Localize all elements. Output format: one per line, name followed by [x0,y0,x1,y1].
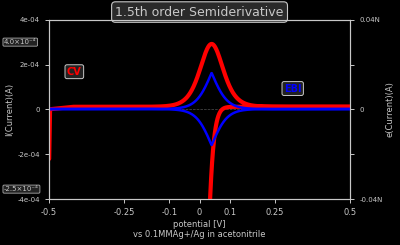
Y-axis label: I(Current)(A): I(Current)(A) [6,83,14,136]
X-axis label: potential [V]
vs 0.1MMAg+/Ag in acetonitrile: potential [V] vs 0.1MMAg+/Ag in acetonit… [133,220,266,239]
Title: 1.5th order Semiderivative: 1.5th order Semiderivative [115,6,284,19]
Y-axis label: e(Current)(A): e(Current)(A) [386,82,394,137]
Text: 4.0×10⁻⁴: 4.0×10⁻⁴ [4,39,36,45]
Text: CV: CV [67,67,82,77]
Text: -2.5×10⁻⁴: -2.5×10⁻⁴ [4,186,39,192]
Text: EBI: EBI [284,84,302,94]
